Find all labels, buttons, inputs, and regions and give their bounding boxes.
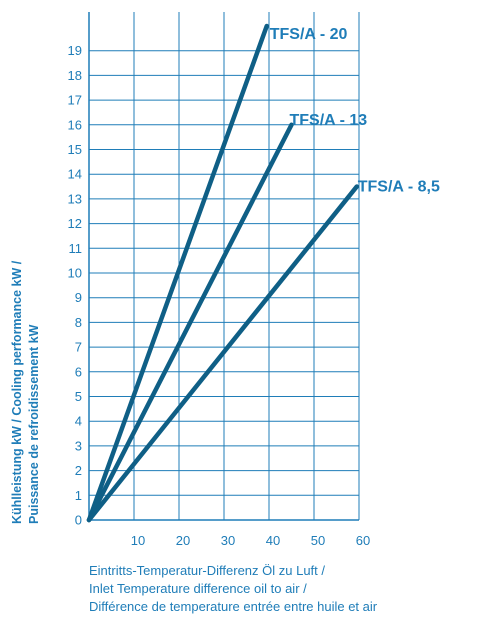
y-tick-label-8: 8 [75, 315, 82, 330]
x-tick-label-10: 10 [131, 533, 145, 548]
y-tick-label-12: 12 [68, 216, 82, 231]
x-tick-label-60: 60 [356, 533, 370, 548]
x-axis-label-line-2: Inlet Temperature difference oil to air … [89, 581, 307, 596]
series-label-2: TFS/A - 13 [290, 112, 368, 129]
y-tick-label-19: 19 [68, 43, 82, 58]
series-line-2 [86, 122, 294, 523]
y-tick-label-9: 9 [75, 290, 82, 305]
y-tick-label-16: 16 [68, 117, 82, 132]
y-tick-label-15: 15 [68, 142, 82, 157]
y-tick-label-14: 14 [68, 167, 82, 182]
series-line-3 [86, 184, 359, 523]
series-line-1 [86, 23, 269, 523]
y-axis-label-line-2: Puissance de refroidissement kW [27, 324, 41, 524]
y-tick-label-18: 18 [68, 68, 82, 83]
x-tick-label-40: 40 [266, 533, 280, 548]
y-tick-label-11: 11 [69, 241, 83, 256]
x-tick-label-50: 50 [311, 533, 325, 548]
y-tick-label-0: 0 [75, 513, 82, 528]
y-tick-label-7: 7 [75, 340, 82, 355]
x-tick-label-30: 30 [221, 533, 235, 548]
x-axis-label-line-3: Différence de temperature entrée entre h… [89, 599, 378, 614]
series-labels: TFS/A - 20 TFS/A - 13 TFS/A - 8,5 [270, 26, 440, 196]
axes [88, 12, 359, 521]
series-label-3: TFS/A - 8,5 [358, 179, 440, 196]
y-tick-label-10: 10 [68, 266, 82, 281]
y-tick-label-6: 6 [75, 364, 82, 379]
grid [89, 12, 360, 520]
series-label-1: TFS/A - 20 [270, 26, 348, 43]
y-tick-label-3: 3 [75, 438, 82, 453]
y-tick-label-1: 1 [75, 488, 82, 503]
y-tick-label-2: 2 [75, 463, 82, 478]
y-axis-label-line-1: Kühlleistung kW / Cooling performance kW… [10, 260, 24, 524]
y-tick-label-5: 5 [75, 389, 82, 404]
y-tick-label-17: 17 [68, 93, 82, 108]
y-tick-label-4: 4 [75, 414, 82, 429]
y-tick-label-13: 13 [68, 191, 82, 206]
series-lines [86, 23, 359, 523]
x-tick-label-20: 20 [176, 533, 190, 548]
x-axis-label-line-1: Eintritts-Temperatur-Differenz Öl zu Luf… [89, 563, 325, 578]
